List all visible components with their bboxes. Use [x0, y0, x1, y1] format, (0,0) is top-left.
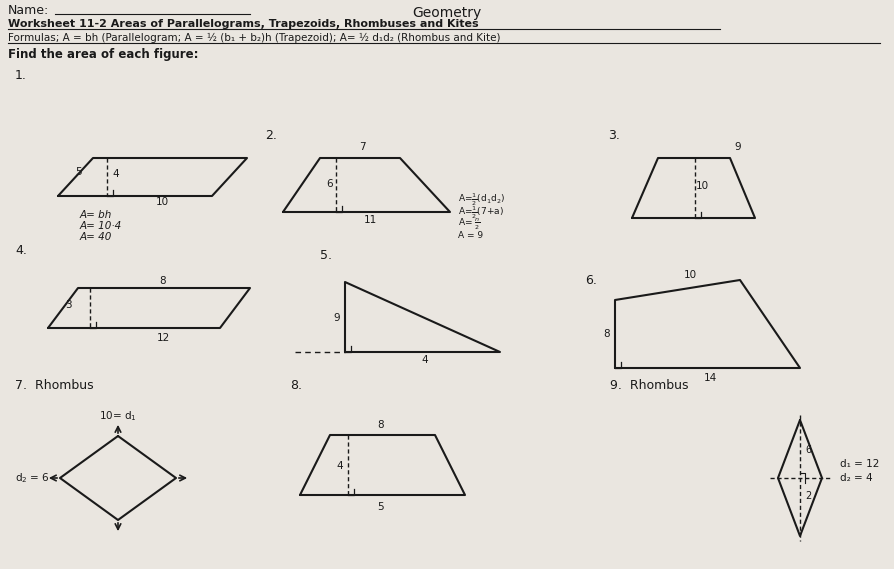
Text: 8: 8	[377, 420, 384, 430]
Text: 10: 10	[696, 181, 709, 191]
Text: 4: 4	[113, 169, 119, 179]
Text: A= 10·4: A= 10·4	[80, 221, 122, 231]
Text: A = 9: A = 9	[458, 230, 483, 240]
Text: 8: 8	[160, 276, 166, 286]
Text: 7: 7	[358, 142, 366, 152]
Text: 1.: 1.	[15, 68, 27, 81]
Text: A=$\frac{1}{2}$(7+a): A=$\frac{1}{2}$(7+a)	[458, 205, 504, 221]
Text: 4: 4	[337, 461, 343, 471]
Text: 12: 12	[156, 333, 170, 343]
Text: 10= d$_1$: 10= d$_1$	[99, 409, 137, 423]
Text: 2: 2	[805, 491, 811, 501]
Text: 9: 9	[735, 142, 741, 152]
Text: 7.  Rhombus: 7. Rhombus	[15, 378, 94, 391]
Text: 8.: 8.	[290, 378, 302, 391]
Text: 6.: 6.	[585, 274, 597, 287]
Text: 5: 5	[377, 502, 384, 512]
Text: 4: 4	[422, 355, 428, 365]
Text: 3.: 3.	[608, 129, 620, 142]
Text: 8: 8	[603, 329, 611, 339]
Text: Worksheet 11-2 Areas of Parallelograms, Trapezoids, Rhombuses and Kites: Worksheet 11-2 Areas of Parallelograms, …	[8, 19, 478, 29]
Text: d₂ = 4: d₂ = 4	[840, 473, 873, 483]
Text: Geometry: Geometry	[412, 6, 482, 20]
Text: 3: 3	[64, 300, 72, 310]
Text: Find the area of each figure:: Find the area of each figure:	[8, 47, 198, 60]
Text: A=$\frac{1}{2}$(d$_1$d$_2$): A=$\frac{1}{2}$(d$_1$d$_2$)	[458, 192, 505, 208]
Text: 2.: 2.	[265, 129, 277, 142]
Text: 5: 5	[75, 167, 81, 177]
Text: A= $\frac{n}{2}$: A= $\frac{n}{2}$	[458, 216, 481, 232]
Text: 6: 6	[805, 445, 811, 455]
Text: Formulas; A = bh (Parallelogram; A = ½ (b₁ + b₂)h (Trapezoid); A= ½ d₁d₂ (Rhombu: Formulas; A = bh (Parallelogram; A = ½ (…	[8, 33, 501, 43]
Text: d₁ = 12: d₁ = 12	[840, 459, 880, 469]
Text: Name:: Name:	[8, 3, 49, 17]
Text: 9: 9	[333, 313, 341, 323]
Text: 5.: 5.	[320, 249, 332, 262]
Text: 10: 10	[683, 270, 696, 280]
Text: 4.: 4.	[15, 244, 27, 257]
Text: A= bh: A= bh	[80, 210, 113, 220]
Text: 6: 6	[326, 179, 333, 189]
Text: 14: 14	[704, 373, 717, 383]
Text: d$_2$ = 6: d$_2$ = 6	[14, 471, 49, 485]
Text: A= 40: A= 40	[80, 232, 113, 242]
Text: 9.  Rhombus: 9. Rhombus	[610, 378, 688, 391]
Text: 11: 11	[363, 215, 376, 225]
Text: 10: 10	[156, 197, 169, 207]
